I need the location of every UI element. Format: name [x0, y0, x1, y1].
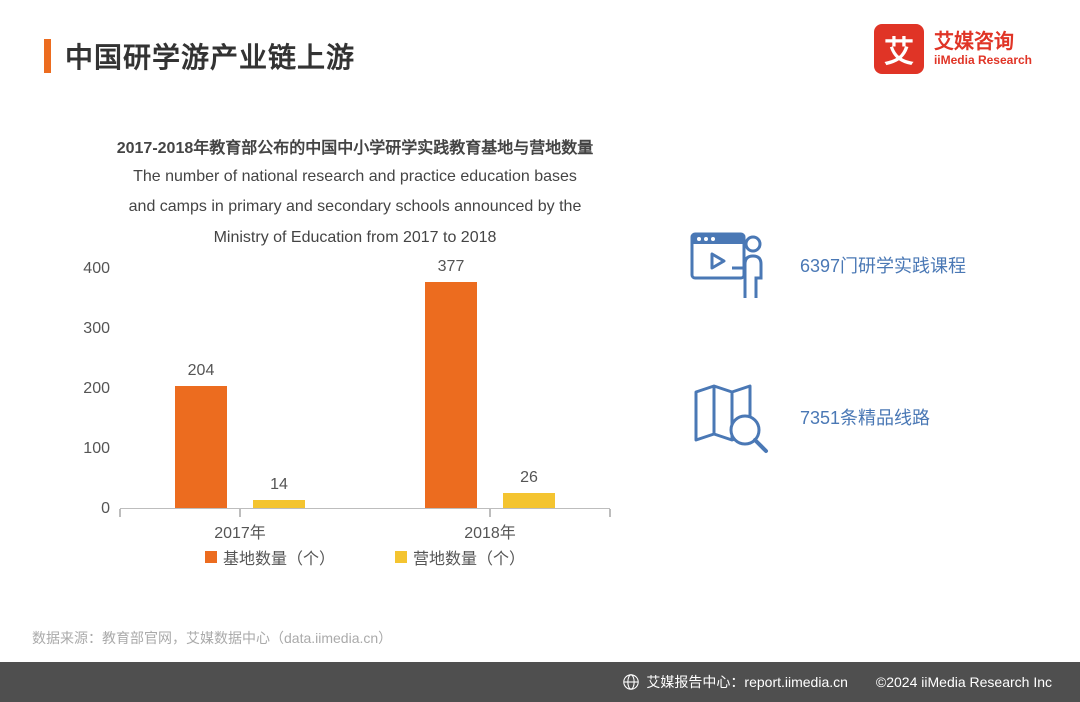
bar-value-label: 204 — [188, 362, 215, 380]
bar — [425, 282, 477, 508]
legend-label: 营地数量（个） — [413, 545, 525, 569]
accent-bar — [44, 39, 51, 73]
brand-logo: 艾 艾媒咨询 iiMedia Research — [874, 24, 1032, 74]
logo-mark: 艾 — [874, 24, 924, 74]
legend-item: 基地数量（个） — [205, 545, 335, 569]
x-category-label: 2017年 — [214, 519, 266, 543]
stat-cards: 6397门研学实践课程 7351条精品线路 — [650, 134, 1032, 569]
bar — [175, 386, 227, 508]
y-tick: 0 — [101, 500, 110, 518]
chart-title-en-2: and camps in primary and secondary schoo… — [60, 192, 650, 222]
footer-site: 艾媒报告中心：report.iimedia.cn — [646, 672, 848, 692]
y-tick: 100 — [83, 440, 110, 458]
legend-swatch — [205, 551, 217, 563]
bar-value-label: 26 — [520, 469, 538, 487]
bar — [253, 500, 305, 508]
screen-person-icon — [690, 230, 770, 300]
logo-text-en: iiMedia Research — [934, 53, 1032, 67]
chart-title-cn: 2017-2018年教育部公布的中国中小学研学实践教育基地与营地数量 — [60, 134, 650, 158]
bar-chart: 0100200300400 204142017年377262018年 基地数量（… — [60, 269, 620, 569]
y-tick: 300 — [83, 320, 110, 338]
data-source: 数据来源：教育部官网，艾媒数据中心（data.iimedia.cn） — [32, 628, 392, 648]
plot-area: 204142017年377262018年 — [120, 269, 610, 509]
bar-value-label: 14 — [270, 476, 288, 494]
page-title: 中国研学游产业链上游 — [65, 36, 355, 76]
chart-title-en-3: Ministry of Education from 2017 to 2018 — [60, 223, 650, 253]
legend-item: 营地数量（个） — [395, 545, 525, 569]
footer: 艾媒报告中心：report.iimedia.cn ©2024 iiMedia R… — [0, 662, 1080, 702]
y-tick: 200 — [83, 380, 110, 398]
bar — [503, 493, 555, 509]
globe-icon — [622, 673, 640, 691]
legend-label: 基地数量（个） — [223, 545, 335, 569]
bar-value-label: 377 — [438, 258, 465, 276]
map-search-icon — [690, 380, 770, 454]
stat-card-courses: 6397门研学实践课程 — [690, 230, 1032, 300]
chart-legend: 基地数量（个） 营地数量（个） — [120, 545, 610, 569]
chart-title-en-1: The number of national research and prac… — [60, 162, 650, 192]
x-category-label: 2018年 — [464, 519, 516, 543]
legend-swatch — [395, 551, 407, 563]
chart-area: 2017-2018年教育部公布的中国中小学研学实践教育基地与营地数量 The n… — [60, 134, 650, 569]
stat-text: 7351条精品线路 — [800, 404, 930, 430]
footer-copyright: ©2024 iiMedia Research Inc — [876, 674, 1052, 690]
y-tick: 400 — [83, 260, 110, 278]
y-axis: 0100200300400 — [60, 269, 120, 509]
header: 中国研学游产业链上游 艾 艾媒咨询 iiMedia Research — [0, 0, 1080, 90]
stat-text: 6397门研学实践课程 — [800, 252, 966, 278]
logo-text-cn: 艾媒咨询 — [934, 31, 1032, 53]
main-content: 2017-2018年教育部公布的中国中小学研学实践教育基地与营地数量 The n… — [0, 90, 1080, 569]
stat-card-routes: 7351条精品线路 — [690, 380, 1032, 454]
